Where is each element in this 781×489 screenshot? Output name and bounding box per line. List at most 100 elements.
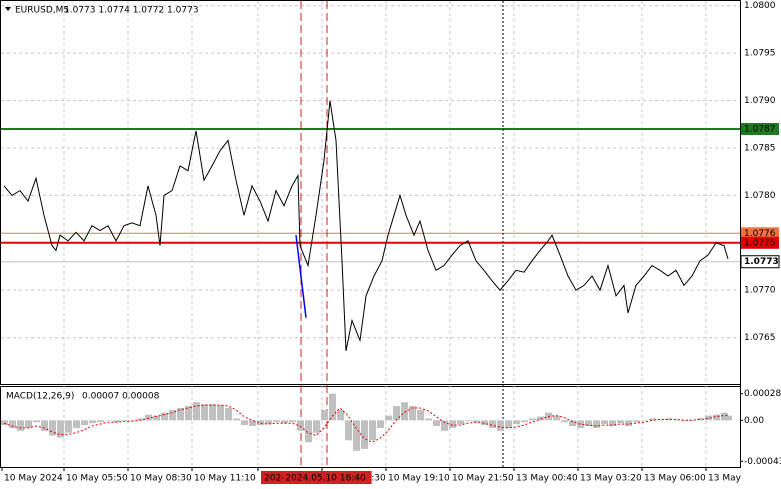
macd-bar	[377, 420, 384, 428]
macd-bar	[345, 420, 352, 441]
macd-bar	[273, 420, 280, 423]
macd-bar	[489, 420, 496, 428]
macd-bar	[521, 420, 528, 423]
macd-bar	[649, 418, 656, 421]
macd-bar	[281, 420, 288, 424]
macd-bar	[105, 420, 112, 421]
price-label-box	[740, 255, 780, 269]
macd-bar	[625, 420, 632, 427]
macd-bar	[433, 420, 440, 427]
y-tick-label: 0.00028	[744, 389, 781, 399]
macd-bar	[641, 420, 648, 421]
price-label: 1.0775	[744, 238, 776, 248]
macd-bar	[385, 415, 392, 421]
macd-bar	[353, 420, 360, 451]
macd-bar	[689, 420, 696, 421]
macd-bar	[113, 420, 120, 423]
x-tick-label: 10 May 11:10	[194, 474, 256, 484]
macd-bar	[201, 404, 208, 421]
macd-bar	[193, 402, 200, 421]
macd-bar	[89, 420, 96, 424]
macd-bar	[513, 420, 520, 425]
macd-bar	[497, 420, 504, 431]
macd-bar	[249, 420, 256, 427]
macd-bar	[321, 409, 328, 421]
macd-bar	[153, 415, 160, 421]
macd-bar	[41, 420, 48, 431]
y-tick-label: 1.0795	[744, 49, 776, 59]
macd-bar	[553, 415, 560, 421]
macd-bar	[529, 418, 536, 421]
macd-bar	[185, 406, 192, 421]
macd-bar	[561, 420, 568, 423]
macd-bar	[361, 420, 368, 449]
macd-bar	[537, 416, 544, 421]
macd-bar	[449, 420, 456, 428]
macd-bar	[369, 420, 376, 441]
x-tick-label: 10 May 2024	[4, 474, 63, 484]
macd-bar	[337, 409, 344, 421]
macd-bar	[25, 420, 32, 428]
macd-bar	[305, 420, 312, 443]
ohlc: 1.0773 1.0774 1.0772 1.0773	[64, 6, 199, 16]
macd-bar	[457, 420, 464, 425]
y-tick-label: 1.0785	[744, 143, 776, 153]
macd-bar	[137, 418, 144, 421]
macd-bar	[705, 415, 712, 421]
macd-bar	[9, 420, 16, 428]
macd-bar	[465, 420, 472, 422]
macd-bar	[393, 406, 400, 421]
macd-bar	[297, 420, 304, 431]
macd-bar	[81, 420, 88, 426]
macd-bar	[617, 420, 624, 424]
time-label: 2024.	[264, 474, 290, 484]
macd-bar	[17, 420, 24, 431]
macd-bar	[657, 419, 664, 421]
price-label: 1.0776	[744, 229, 776, 239]
macd-bar	[681, 420, 688, 422]
macd-bar	[577, 420, 584, 428]
y-tick-label: 1.0780	[744, 191, 776, 201]
macd-bar	[409, 406, 416, 421]
macd-bar	[713, 414, 720, 421]
macd-bar	[569, 420, 576, 427]
macd-bar	[217, 405, 224, 421]
macd-bar	[57, 420, 64, 438]
menu-arrow[interactable]	[5, 7, 11, 11]
x-tick-label: 13 May 06:00	[644, 474, 706, 484]
x-tick-label: 13 May 08:45	[708, 474, 770, 484]
macd-bar	[73, 420, 80, 428]
y-tick-label: 1.0790	[744, 96, 776, 106]
y-tick-label: 0.00	[744, 416, 764, 426]
macd-bar	[425, 418, 432, 421]
y-tick-label: 1.0770	[744, 286, 776, 296]
macd-bar	[265, 420, 272, 425]
y-tick-label: -0.00043	[744, 457, 781, 467]
macd-bar	[721, 412, 728, 421]
macd-bar	[697, 418, 704, 421]
macd-bar	[601, 420, 608, 425]
macd-bar	[417, 409, 424, 421]
macd-bar	[161, 412, 168, 421]
macd-bar	[401, 402, 408, 421]
macd-bar	[241, 420, 248, 426]
macd-bar	[441, 420, 448, 431]
macd-bar	[233, 418, 240, 421]
macd-bar	[289, 420, 296, 423]
price-line	[3, 100, 729, 351]
price-label-box	[741, 123, 779, 135]
x-tick-label: 10 May 05:50	[66, 474, 128, 484]
time-label: 2024.05.10 16:40	[285, 474, 366, 484]
macd-bar	[129, 420, 136, 421]
macd-bar	[593, 420, 600, 428]
macd-bar	[665, 418, 672, 421]
x-tick-label: 13 May 00:40	[516, 474, 578, 484]
y-tick-label: 1.0765	[744, 333, 776, 343]
macd-bar	[145, 414, 152, 421]
x-tick-label: 10 May 21:50	[452, 474, 514, 484]
price-line	[295, 235, 307, 318]
macd-bar	[225, 407, 232, 421]
macd-bar	[313, 420, 320, 433]
signal-line	[3, 404, 728, 443]
macd-bar	[209, 404, 216, 421]
